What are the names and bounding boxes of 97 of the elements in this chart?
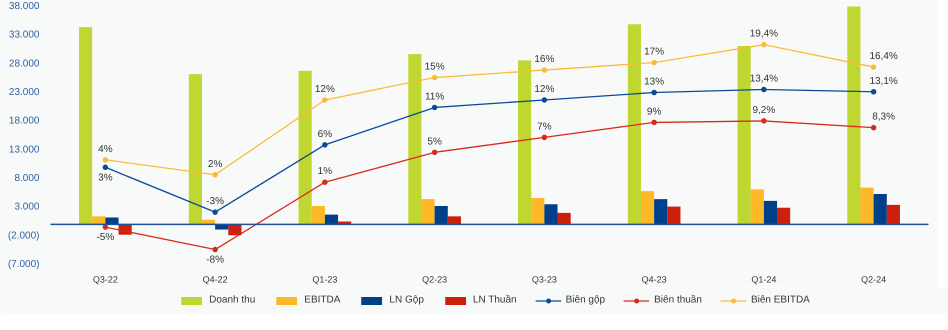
- bar: [312, 206, 325, 224]
- point: [432, 104, 438, 110]
- bar: [628, 24, 641, 224]
- point: [212, 209, 218, 215]
- data-label: 13%: [644, 76, 664, 88]
- data-label: 15%: [424, 62, 445, 73]
- bar: [518, 60, 532, 224]
- data-label: 12%: [314, 84, 335, 95]
- legend-label: Biên gộp: [566, 294, 606, 306]
- legend-label: EBITDA: [304, 294, 340, 306]
- x-tick-label: Q1-23: [312, 274, 338, 284]
- legend-label: LN Gộp: [389, 294, 424, 306]
- bar: [531, 198, 544, 224]
- point: [870, 124, 876, 130]
- bar: [408, 54, 422, 224]
- data-label: 17%: [644, 46, 664, 58]
- point: [212, 246, 218, 252]
- x-tick-label: Q2-24: [861, 274, 886, 284]
- data-label: 9,2%: [752, 104, 776, 116]
- data-label: -5%: [96, 232, 114, 244]
- bar: [228, 224, 242, 236]
- y-tick-label: 38.000: [8, 1, 40, 12]
- data-label: -8%: [206, 254, 224, 266]
- data-label: 13,1%: [869, 76, 898, 87]
- bar: [860, 188, 874, 224]
- data-label: 3%: [98, 172, 113, 184]
- x-tick-label: Q1-24: [751, 274, 776, 284]
- point: [870, 64, 876, 70]
- data-label: 13,4%: [750, 74, 778, 85]
- bar: [874, 194, 887, 224]
- x-tick-label: Q2-23: [422, 274, 448, 284]
- data-label: 2%: [208, 158, 222, 170]
- point: [651, 90, 657, 96]
- point: [212, 172, 218, 178]
- data-label: 4%: [98, 144, 113, 155]
- bar: [558, 212, 571, 224]
- data-label: 6%: [318, 128, 332, 140]
- bar: [750, 189, 764, 224]
- y-tick-label: (7.000): [8, 259, 40, 270]
- y-tick-label: 28.000: [8, 58, 40, 70]
- bar: [847, 6, 860, 224]
- data-label: 16%: [534, 54, 554, 66]
- y-tick-label: 18.000: [8, 116, 40, 127]
- bar: [764, 200, 778, 224]
- data-label: 12%: [534, 84, 554, 95]
- x-tick-label: Q3-23: [532, 274, 557, 284]
- x-tick-label: Q4-23: [642, 274, 667, 284]
- bar: [79, 27, 92, 224]
- data-label: 8,3%: [872, 112, 896, 123]
- data-label: 7%: [537, 121, 552, 132]
- point: [322, 142, 328, 148]
- y-tick-label: 8.000: [14, 173, 40, 184]
- y-tick-label: 23.000: [8, 87, 40, 98]
- bar: [421, 199, 435, 224]
- data-label: 1%: [318, 166, 332, 178]
- y-tick-label: (2.000): [8, 230, 40, 242]
- data-label: -3%: [206, 196, 224, 208]
- bar: [544, 204, 558, 224]
- bar: [667, 206, 680, 224]
- legend-label: Biên thuần: [654, 294, 702, 306]
- point: [870, 89, 876, 94]
- bar: [654, 199, 668, 224]
- point: [322, 97, 328, 103]
- bar: [298, 70, 312, 224]
- bar: [640, 191, 654, 224]
- data-label: 16,4%: [869, 51, 898, 62]
- point: [761, 86, 767, 92]
- data-label: 5%: [427, 136, 442, 148]
- legend-label: LN Thuần: [472, 294, 517, 306]
- y-tick-label: 3.000: [14, 202, 40, 213]
- bar: [434, 206, 448, 224]
- y-tick-label: 33.000: [8, 30, 40, 41]
- bar: [188, 74, 202, 224]
- legend-label: Biên EBITDA: [750, 294, 810, 306]
- point: [542, 134, 548, 140]
- point: [432, 74, 438, 80]
- point: [322, 179, 328, 185]
- point: [542, 97, 548, 103]
- bar: [777, 208, 790, 224]
- bar: [324, 214, 338, 224]
- data-label: 19,4%: [750, 28, 778, 40]
- point: [761, 118, 767, 124]
- y-tick-label: 13.000: [8, 144, 40, 156]
- bar: [886, 204, 900, 224]
- point: [102, 164, 108, 170]
- x-tick-label: Q3-22: [92, 274, 118, 284]
- data-label: 9%: [646, 106, 662, 118]
- legend-label: Doanh thu: [209, 294, 256, 306]
- point: [432, 150, 438, 156]
- point: [761, 42, 767, 48]
- point: [651, 60, 657, 66]
- data-label: 11%: [424, 91, 444, 102]
- point: [102, 157, 108, 163]
- x-tick-label: Q4-22: [202, 274, 228, 284]
- point: [651, 120, 657, 126]
- point: [542, 67, 548, 73]
- bar: [738, 46, 751, 224]
